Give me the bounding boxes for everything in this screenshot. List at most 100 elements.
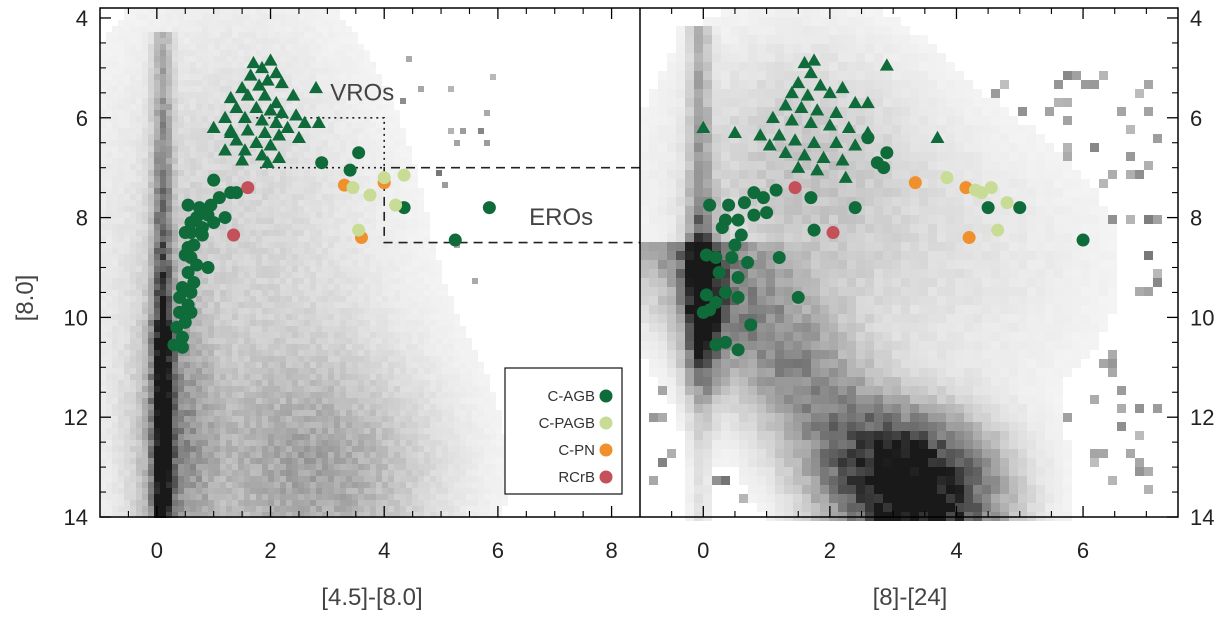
- density-cell: [160, 350, 166, 356]
- density-cell: [244, 212, 250, 218]
- density-cell: [388, 506, 394, 512]
- density-cell: [136, 8, 142, 14]
- density-cell: [136, 26, 142, 32]
- density-cell: [154, 482, 160, 488]
- density-cell: [364, 482, 370, 488]
- density-cell: [148, 302, 154, 308]
- density-cell: [418, 188, 424, 194]
- density-cell: [478, 386, 484, 392]
- density-cell: [148, 410, 154, 416]
- density-cell: [364, 140, 370, 146]
- density-cell: [190, 356, 196, 362]
- density-cell: [274, 182, 280, 188]
- density-cell: [454, 416, 460, 422]
- density-cell: [346, 302, 352, 308]
- density-cell: [358, 218, 364, 224]
- density-cell: [112, 38, 118, 44]
- density-cell: [292, 182, 298, 188]
- density-cell: [244, 206, 250, 212]
- density-cell: [190, 374, 196, 380]
- density-cell: [268, 416, 274, 422]
- density-cell: [316, 326, 322, 332]
- density-cell: [232, 122, 238, 128]
- density-cell: [334, 80, 340, 86]
- density-cell: [400, 392, 406, 398]
- density-cell: [178, 86, 184, 92]
- density-cell: [154, 344, 160, 350]
- density-cell: [430, 248, 436, 254]
- density-cell: [340, 56, 346, 62]
- density-cell: [262, 506, 268, 512]
- density-cell: [166, 242, 172, 248]
- density-cell: [106, 476, 112, 482]
- density-cell: [316, 386, 322, 392]
- density-cell: [298, 302, 304, 308]
- density-cell: [190, 404, 196, 410]
- density-cell: [280, 266, 286, 272]
- density-cell: [352, 314, 358, 320]
- density-cell: [238, 308, 244, 314]
- density-cell: [274, 290, 280, 296]
- density-cell: [442, 302, 448, 308]
- density-cell: [136, 86, 142, 92]
- density-cell: [142, 110, 148, 116]
- density-cell: [118, 68, 124, 74]
- density-cell: [220, 122, 226, 128]
- density-cell: [649, 314, 658, 323]
- density-cell: [376, 362, 382, 368]
- density-cell: [208, 386, 214, 392]
- density-cell: [316, 62, 322, 68]
- density-cell: [154, 386, 160, 392]
- density-cell: [400, 236, 406, 242]
- left-density-background: [100, 8, 508, 518]
- density-cell: [328, 32, 334, 38]
- density-cell: [442, 410, 448, 416]
- density-cell: [286, 476, 292, 482]
- density-cell: [262, 194, 268, 200]
- density-cell: [304, 44, 310, 50]
- density-cell: [214, 170, 220, 176]
- density-cell: [310, 278, 316, 284]
- density-cell: [238, 272, 244, 278]
- density-cell: [142, 20, 148, 26]
- density-cell: [340, 452, 346, 458]
- density-cell: [406, 152, 412, 158]
- density-cell: [178, 128, 184, 134]
- density-cell: [112, 302, 118, 308]
- density-cell: [142, 344, 148, 350]
- density-cell: [460, 458, 466, 464]
- density-cell: [382, 128, 388, 134]
- density-cell: [382, 140, 388, 146]
- density-cell: [334, 410, 340, 416]
- density-cell: [346, 272, 352, 278]
- density-cell: [154, 380, 160, 386]
- density-cell: [232, 38, 238, 44]
- density-cell: [304, 344, 310, 350]
- density-cell: [640, 251, 649, 260]
- density-cell: [292, 464, 298, 470]
- density-cell: [316, 152, 322, 158]
- density-cell: [112, 86, 118, 92]
- density-cell: [268, 200, 274, 206]
- density-cell: [364, 506, 370, 512]
- density-cell: [100, 332, 106, 338]
- density-cell: [424, 362, 430, 368]
- density-cell: [292, 194, 298, 200]
- density-cell: [400, 476, 406, 482]
- density-cell: [328, 488, 334, 494]
- density-cell: [388, 392, 394, 398]
- density-cell: [394, 344, 400, 350]
- density-cell: [478, 416, 484, 422]
- density-cell: [130, 230, 136, 236]
- density-cell: [640, 224, 649, 233]
- density-cell: [280, 356, 286, 362]
- density-cell: [262, 254, 268, 260]
- density-cell: [346, 98, 352, 104]
- density-cell: [292, 416, 298, 422]
- density-cell: [286, 164, 292, 170]
- density-cell: [358, 302, 364, 308]
- density-cell: [667, 170, 676, 179]
- density-cell: [118, 494, 124, 500]
- density-cell: [448, 416, 454, 422]
- density-cell: [328, 296, 334, 302]
